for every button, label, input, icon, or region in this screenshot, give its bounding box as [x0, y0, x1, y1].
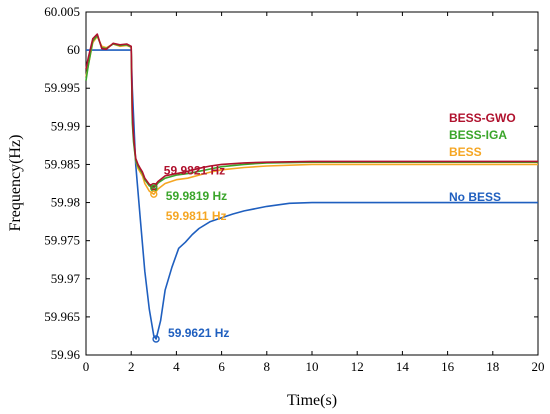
x-tick-label: 8 [264, 359, 271, 374]
annotations: 59.9821 Hz 59.9819 Hz 59.9811 Hz 59.9621 Hz [150, 164, 229, 343]
annotation-label: 59.9821 Hz [164, 164, 225, 178]
annotation-marker [150, 190, 158, 198]
x-tick-label: 14 [396, 359, 410, 374]
series-label: BESS [449, 145, 482, 159]
x-tick-label: 18 [486, 359, 499, 374]
x-tick-label: 2 [128, 359, 135, 374]
annotation-label: 59.9819 Hz [166, 189, 227, 203]
series-line-no-bess [86, 49, 538, 340]
y-tick-label: 59.96 [51, 347, 81, 362]
y-tick-label: 59.995 [44, 80, 80, 95]
series-label: No BESS [449, 190, 501, 204]
x-axis-title: Time(s) [287, 392, 337, 409]
series-labels: No BESS BESS BESS-IGA BESS-GWO [449, 111, 516, 204]
annotation-label: 59.9811 Hz [166, 209, 227, 223]
y-tick-label: 59.97 [51, 271, 81, 286]
series-line-bess-gwo [85, 33, 538, 188]
series-lines [85, 33, 538, 340]
y-tick-label: 59.975 [44, 233, 80, 248]
series-label: BESS-IGA [449, 128, 507, 142]
y-tick-label: 59.965 [44, 309, 80, 324]
y-tick-label: 59.99 [51, 118, 80, 133]
y-axis-title: Frequency(Hz) [7, 135, 24, 232]
y-tick-label: 59.98 [51, 195, 80, 210]
y-tick-label: 60.005 [44, 4, 80, 19]
x-tick-label: 16 [441, 359, 455, 374]
x-tick-label: 4 [173, 359, 180, 374]
x-tick-label: 10 [306, 359, 319, 374]
x-tick-label: 12 [351, 359, 364, 374]
x-tick-label: 0 [83, 359, 90, 374]
plot-area [85, 11, 539, 356]
x-tick-label: 6 [218, 359, 225, 374]
series-label: BESS-GWO [449, 111, 516, 125]
y-tick-label: 60 [67, 42, 80, 57]
x-tick-label: 20 [532, 359, 545, 374]
axis-ticks: 0 2 4 6 8 10 12 14 16 18 20 59.96 59.965 59.97 59.975 5… [44, 4, 544, 374]
annotation-label: 59.9621 Hz [168, 326, 229, 340]
y-tick-label: 59.985 [44, 156, 80, 171]
annotation-marker [152, 335, 160, 343]
